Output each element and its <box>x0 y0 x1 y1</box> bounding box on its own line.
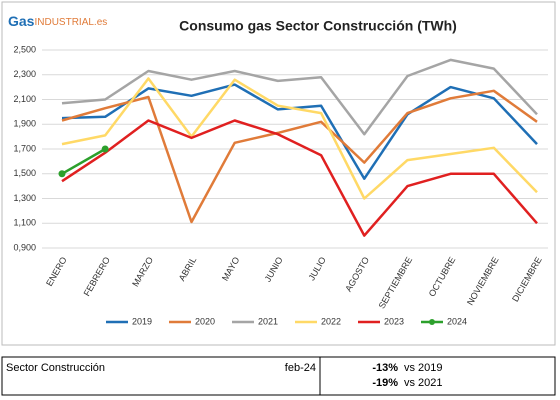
y-tick-label: 1,500 <box>13 168 36 178</box>
y-tick-label: 1,300 <box>13 193 36 203</box>
legend-label: 2023 <box>384 316 404 326</box>
y-tick-label: 0,900 <box>13 242 36 252</box>
series-line <box>61 89 538 224</box>
series-marker <box>101 145 109 153</box>
table-change: -19% <box>372 377 398 389</box>
chart-title: Consumo gas Sector Construcción (TWh) <box>179 18 457 34</box>
table-comparison: vs 2019 <box>404 362 443 374</box>
logo: GasINDUSTRIAL.es <box>8 13 107 29</box>
legend-label: 2020 <box>195 316 215 326</box>
series-line <box>61 83 538 180</box>
series-line <box>61 147 106 175</box>
series-line <box>61 58 538 136</box>
logo-suffix: INDUSTRIAL.es <box>34 17 107 28</box>
legend-label: 2021 <box>258 316 278 326</box>
series-line <box>61 77 538 200</box>
table-comparison: vs 2021 <box>404 377 443 389</box>
table-sector: Sector Construcción <box>6 362 105 374</box>
y-tick-label: 2,300 <box>13 69 36 79</box>
y-tick-label: 2,500 <box>13 44 36 54</box>
legend-label: 2022 <box>321 316 341 326</box>
y-tick-label: 1,700 <box>13 143 36 153</box>
table-change: -13% <box>372 362 398 374</box>
legend-label: 2024 <box>447 316 467 326</box>
legend-marker <box>429 319 435 325</box>
series-marker <box>58 170 66 178</box>
y-tick-label: 1,100 <box>13 218 36 228</box>
table-period: feb-24 <box>285 362 316 374</box>
y-tick-label: 1,900 <box>13 119 36 129</box>
table-frame <box>1 356 556 396</box>
logo-brand: Gas <box>8 13 35 29</box>
y-tick-label: 2,100 <box>13 94 36 104</box>
series-line <box>61 119 538 237</box>
legend-label: 2019 <box>132 316 152 326</box>
